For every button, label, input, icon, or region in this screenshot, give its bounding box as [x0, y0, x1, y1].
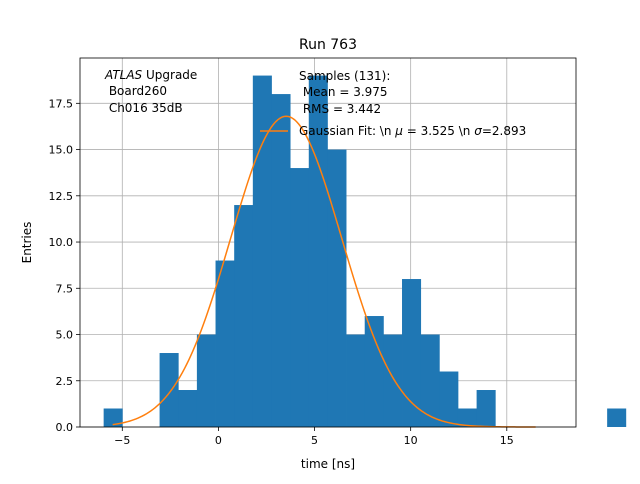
histogram-bar-11: [308, 75, 328, 428]
histogram-bar-17: [420, 334, 440, 427]
legend-rms: RMS = 3.442: [299, 102, 381, 116]
histogram-bar-14: [364, 316, 384, 427]
plot-frame: [79, 57, 577, 428]
histogram-bar-3: [159, 353, 179, 427]
legend-fit-mu-symbol: μ: [394, 124, 403, 138]
histogram-bar-16: [402, 279, 422, 427]
y-tick-label-6: 15.0: [49, 144, 74, 157]
y-tick-label-2: 5.0: [56, 329, 74, 342]
histogram-bar-19: [457, 408, 478, 427]
histogram-bar-13: [346, 334, 366, 427]
histogram-bar-10: [290, 168, 310, 428]
histogram-bar-18: [439, 371, 459, 427]
histogram-bar-15: [383, 334, 403, 427]
x-tick-label-2: 5: [311, 434, 318, 447]
y-tick-label-3: 7.5: [56, 282, 74, 295]
gaussian-fit-curve: [112, 115, 536, 428]
legend-mean: Mean = 3.975: [299, 85, 388, 99]
x-tick-label-1: 0: [215, 434, 222, 447]
histogram-bar-27: [607, 408, 627, 427]
histogram-bar-6: [215, 260, 235, 427]
y-tick-label-4: 10.0: [49, 236, 74, 249]
x-tick-label-3: 10: [404, 434, 418, 447]
y-tick-label-7: 17.5: [49, 97, 74, 110]
atlas-annotation-line1: ATLAS Upgrade: [104, 68, 197, 82]
y-axis-ticks: 0.0 2.5 5.0 7.5 10.0 12.5 15.0 17.5: [49, 97, 80, 434]
legend-fit-mid: = 3.525 \n: [403, 124, 474, 138]
histogram-bar-8: [252, 75, 272, 428]
atlas-upgrade-label: Upgrade: [142, 68, 197, 82]
x-tick-label-4: 15: [500, 434, 514, 447]
legend-fit-suffix: =2.893: [482, 124, 526, 138]
histogram-bar-20: [476, 390, 496, 427]
x-axis-label: time [ns]: [301, 457, 355, 471]
legend-gaussian-fit: Gaussian Fit: \n μ = 3.525 \n σ=2.893: [299, 124, 526, 138]
legend-fit-prefix: Gaussian Fit: \n: [299, 124, 395, 138]
y-tick-label-1: 2.5: [56, 375, 74, 388]
chart-title: Run 763: [299, 37, 357, 53]
y-tick-label-0: 0.0: [56, 421, 74, 434]
histogram-bar-12: [327, 149, 347, 427]
histogram-bars: [103, 75, 627, 428]
legend-fit-sigma-symbol: σ: [474, 124, 482, 138]
channel-annotation: Ch016 35dB: [105, 101, 183, 115]
histogram-bar-7: [234, 205, 254, 427]
atlas-italic-label: ATLAS: [104, 68, 143, 82]
histogram-bar-5: [196, 334, 216, 427]
y-tick-label-5: 12.5: [49, 190, 74, 203]
x-tick-label-0: −5: [114, 434, 130, 447]
x-axis-ticks: −5 0 5 10 15: [114, 427, 514, 447]
histogram-bar-0: [103, 408, 123, 427]
board-annotation: Board260: [105, 84, 167, 98]
y-axis-label: Entries: [20, 222, 34, 264]
histogram-bar-4: [178, 390, 198, 427]
histogram-bar-9: [271, 94, 291, 427]
legend-samples-title: Samples (131):: [299, 69, 390, 83]
